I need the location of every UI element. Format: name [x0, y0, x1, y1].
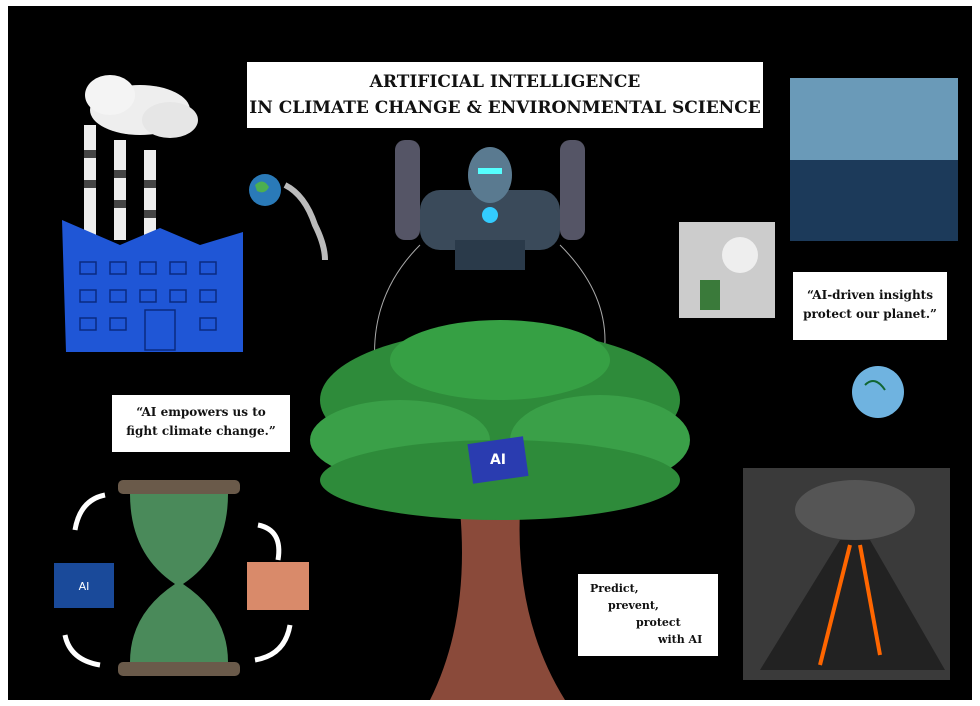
- quote-box: “AI empowers us to fight climate change.…: [112, 395, 290, 452]
- quote-box: Predict, prevent, protect with AI: [578, 574, 718, 656]
- cycle-label: AI: [79, 580, 90, 593]
- title-line: ARTIFICIAL INTELLIGENCE: [247, 69, 763, 95]
- quote-line: prevent,: [578, 597, 718, 614]
- volcano: [743, 468, 950, 680]
- quote-line: fight climate change.”: [112, 422, 290, 441]
- quote-line: protect our planet.”: [793, 305, 947, 324]
- quote-line: with AI: [578, 631, 718, 648]
- poster: AI AI ARTIFICIAL INTELLIGENCE IN CLIMATE…: [0, 0, 980, 706]
- quote-box: “AI-driven insights protect our planet.”: [793, 272, 947, 340]
- quote-line: protect: [578, 614, 718, 631]
- chip-label: AI: [490, 452, 506, 468]
- solar-farm: [790, 78, 958, 241]
- title-line: IN CLIMATE CHANGE & ENVIRONMENTAL SCIENC…: [247, 95, 763, 121]
- quote-line: “AI-driven insights: [793, 286, 947, 305]
- title-box: ARTIFICIAL INTELLIGENCE IN CLIMATE CHANG…: [247, 62, 763, 128]
- robot-plant: [679, 222, 775, 318]
- plug-icon: [852, 366, 904, 418]
- people-image: [247, 562, 309, 610]
- quote-line: “AI empowers us to: [112, 403, 290, 422]
- quote-line: Predict,: [578, 580, 718, 597]
